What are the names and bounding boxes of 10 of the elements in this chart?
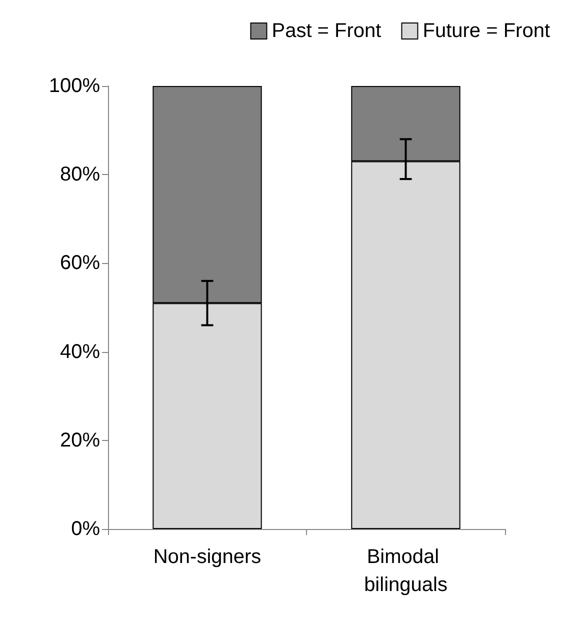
y-tick-label: 20%: [60, 429, 100, 452]
x-tick-label: Non-signers: [153, 546, 262, 568]
y-tick-label: 60%: [60, 252, 100, 274]
y-tick-label: 0%: [71, 518, 100, 540]
legend-label: Past = Front: [272, 20, 382, 42]
y-tick-label: 100%: [48, 75, 100, 97]
x-tick-label: Bimodal bilinguals: [364, 546, 448, 596]
legend-label: Future = Front: [422, 20, 550, 42]
y-tick-label: 80%: [60, 164, 100, 186]
y-tick-label: 40%: [60, 340, 100, 363]
